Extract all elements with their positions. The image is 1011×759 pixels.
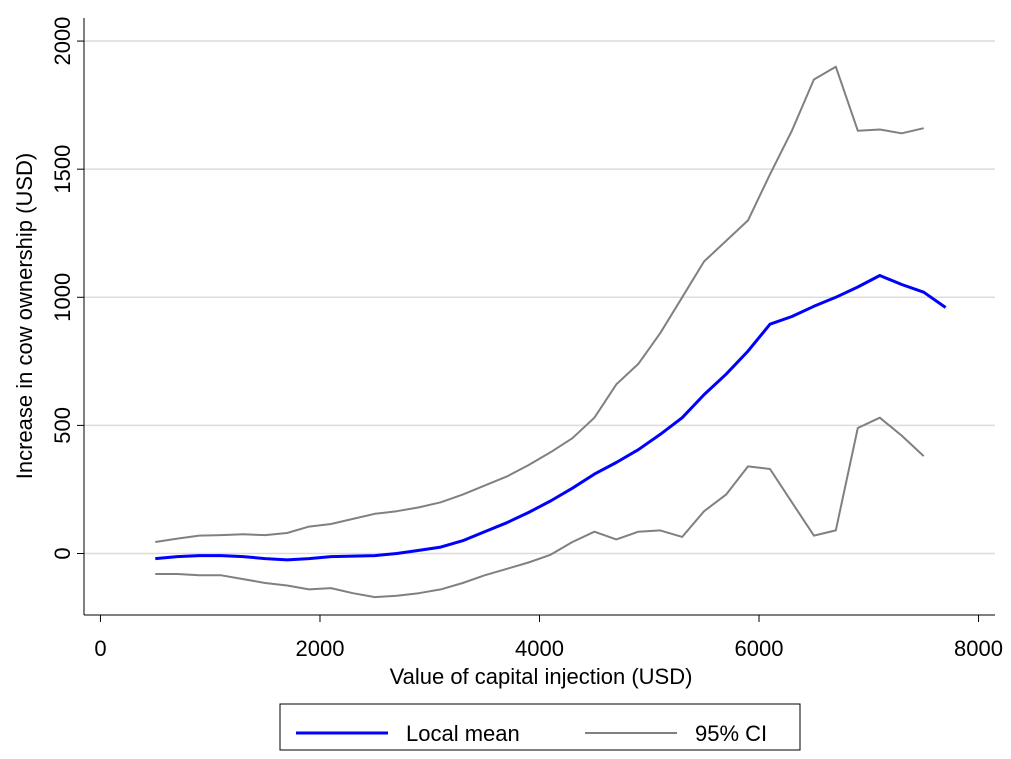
y-tick-label: 2000 [50, 17, 75, 66]
y-tick-label: 1000 [50, 273, 75, 322]
line-upper [155, 65, 924, 543]
legend-box [279, 703, 801, 751]
line-values [155, 274, 947, 562]
line-lower [155, 416, 925, 599]
y-tick-label: 0 [50, 547, 75, 559]
legend-label: 95% CI [695, 721, 767, 746]
x-tick-label: 4000 [515, 636, 564, 661]
y-tick-label: 500 [50, 407, 75, 444]
x-axis-title: Value of capital injection (USD) [390, 664, 693, 689]
x-tick-label: 2000 [296, 636, 345, 661]
legend-label: Local mean [406, 721, 520, 746]
x-tick-label: 0 [94, 636, 106, 661]
y-tick-label: 1500 [50, 145, 75, 194]
y-axis-title: Increase in cow ownership (USD) [12, 153, 37, 479]
x-tick-label: 8000 [954, 636, 1003, 661]
x-tick-label: 6000 [735, 636, 784, 661]
